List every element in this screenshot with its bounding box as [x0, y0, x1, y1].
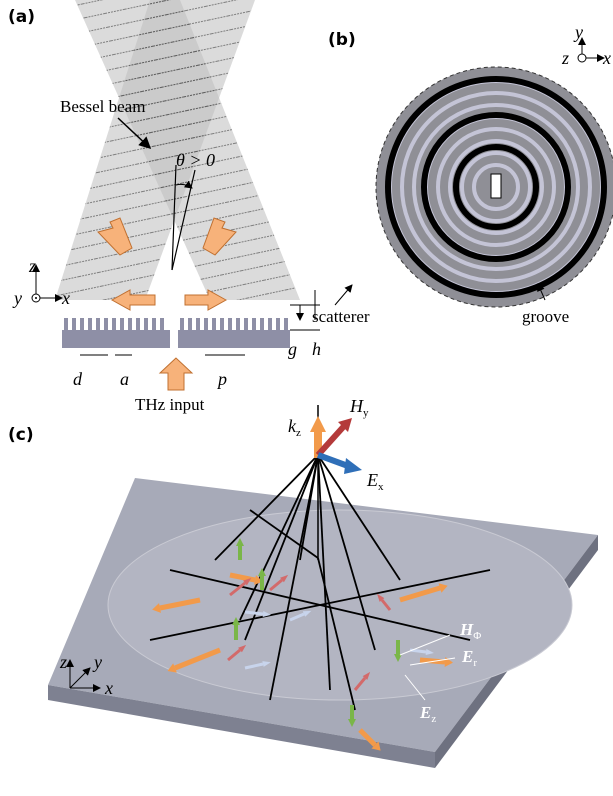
label: Bessel beam [60, 97, 145, 116]
label: z [431, 713, 436, 725]
shape [578, 54, 586, 62]
shape [236, 318, 240, 330]
shape [128, 318, 132, 330]
panel-a: (a) Bessel beam θ > 0 z y x d a p g h TH… [8, 0, 321, 414]
label: z [561, 48, 569, 68]
shape [335, 285, 352, 305]
shape [268, 318, 272, 330]
label: g [288, 339, 297, 359]
shape [104, 318, 108, 330]
shape [160, 358, 192, 390]
label: y [363, 407, 369, 419]
label: H [459, 620, 474, 639]
label: x [61, 288, 70, 308]
label: y [12, 288, 22, 308]
label: (c) [8, 425, 34, 445]
shape [112, 318, 116, 330]
label: THz input [135, 395, 205, 414]
shape [62, 330, 170, 348]
shape [310, 416, 326, 432]
shape [212, 318, 216, 330]
shape [188, 318, 192, 330]
figure: (a) Bessel beam θ > 0 z y x d a p g h TH… [0, 0, 613, 796]
label: y [92, 652, 102, 672]
label: a [120, 369, 129, 389]
label: x [602, 48, 611, 68]
shape [244, 318, 248, 330]
group [98, 218, 236, 390]
label: Φ [473, 630, 481, 642]
shape [228, 318, 232, 330]
shape [260, 318, 264, 330]
shape [72, 318, 76, 330]
label: E [419, 703, 431, 722]
label: (b) [328, 30, 356, 50]
shape [284, 318, 288, 330]
shape [220, 318, 224, 330]
shape [144, 318, 148, 330]
shape [152, 318, 156, 330]
shape [96, 318, 100, 330]
label: (a) [8, 7, 35, 27]
shape: kz [288, 416, 301, 439]
label: scatterer [312, 307, 370, 326]
shape [88, 318, 92, 330]
label: r [473, 657, 477, 669]
shape [178, 330, 290, 348]
shape [64, 318, 68, 330]
group [62, 318, 290, 348]
label: E [461, 647, 473, 666]
label: E [366, 470, 378, 490]
shape [120, 318, 124, 330]
label: d [73, 369, 83, 389]
label: p [216, 369, 227, 389]
label: x [104, 678, 113, 698]
shape [491, 174, 501, 198]
shape [35, 297, 37, 299]
label: z [28, 256, 36, 276]
label: z [59, 652, 67, 672]
label: y [573, 22, 583, 42]
shape [344, 458, 362, 474]
label: x [378, 481, 384, 493]
shape [136, 318, 140, 330]
label: h [312, 339, 321, 359]
panel-b: (b) scatterer groove y z x [312, 22, 613, 326]
label: θ > 0 [176, 150, 215, 170]
shape [245, 612, 263, 614]
shape [160, 318, 164, 330]
shape [196, 318, 200, 330]
shape [80, 318, 84, 330]
shape: Ex [366, 470, 384, 493]
shape [204, 318, 208, 330]
shape [180, 318, 184, 330]
label: groove [522, 307, 569, 326]
label: z [296, 427, 301, 439]
shape: Hy [349, 396, 369, 419]
shape [252, 318, 256, 330]
panel-c: (c) kz Hy Ex HΦ Er Ez z y x [8, 396, 598, 768]
label: H [349, 396, 364, 416]
shape [276, 318, 280, 330]
